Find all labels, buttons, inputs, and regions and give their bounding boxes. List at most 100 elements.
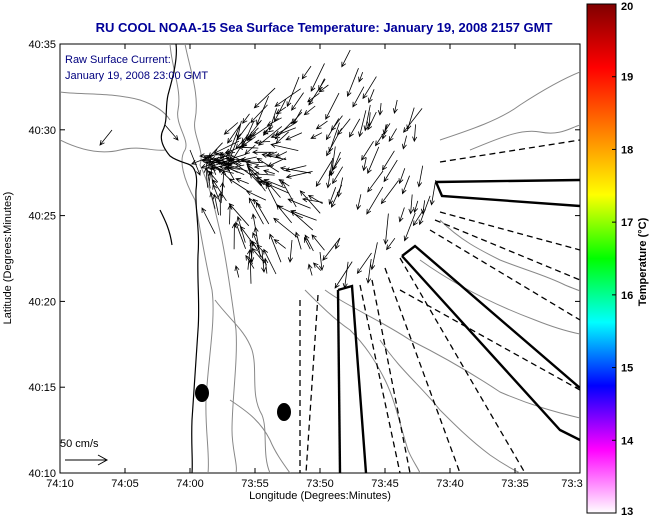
current-vector <box>330 115 343 132</box>
current-vector <box>231 222 237 250</box>
current-vector <box>266 117 282 126</box>
plot-area <box>59 43 581 474</box>
x-tick-label: 73:45 <box>371 478 399 490</box>
current-vector <box>256 95 269 126</box>
colorbar-tick-label: 20 <box>621 1 633 13</box>
x-tick-label: 73:40 <box>436 478 464 490</box>
shoreline <box>159 209 173 246</box>
current-vector <box>334 261 353 289</box>
current-vector <box>358 71 364 83</box>
beam-line <box>401 255 580 442</box>
current-vector <box>223 122 239 135</box>
current-vector <box>366 186 384 215</box>
current-vector <box>213 140 240 154</box>
current-vector <box>383 213 389 245</box>
current-vector <box>245 160 258 166</box>
current-vector <box>322 238 341 261</box>
beam-line <box>336 289 342 473</box>
current-vector <box>377 103 383 116</box>
current-vector <box>246 125 269 141</box>
current-vector <box>356 194 362 211</box>
current-vector <box>307 195 323 205</box>
current-vector <box>403 108 423 133</box>
current-vector <box>334 237 341 250</box>
current-vector <box>287 198 311 209</box>
current-vector <box>287 239 293 263</box>
current-vector <box>251 149 274 155</box>
current-vector <box>349 118 361 138</box>
beam-line <box>435 178 580 184</box>
beam-line <box>337 284 368 473</box>
current-vector <box>358 110 367 138</box>
current-vector <box>413 200 419 214</box>
current-vector <box>311 234 325 251</box>
y-tick-label: 40:20 <box>28 296 56 308</box>
current-vector <box>299 190 321 214</box>
beam-line <box>371 279 411 473</box>
current-vector <box>246 165 266 184</box>
current-vector <box>209 191 216 209</box>
contour-line <box>60 91 171 121</box>
current-vector <box>228 178 249 192</box>
current-vector <box>366 112 372 127</box>
beam-line <box>399 289 580 391</box>
current-vector <box>318 84 329 93</box>
current-vector <box>273 217 299 239</box>
contour-line <box>439 219 580 292</box>
current-vector <box>265 152 280 158</box>
current-vector <box>304 234 314 252</box>
y-tick-label: 40:10 <box>28 468 56 480</box>
beam-line <box>401 244 580 389</box>
current-vector <box>401 175 410 195</box>
current-vector <box>270 142 299 151</box>
current-vector <box>253 87 276 109</box>
current-vector <box>220 155 235 180</box>
beam-line <box>439 139 580 163</box>
map-title: RU COOL NOAA-15 Sea Surface Temperature:… <box>96 20 553 35</box>
current-vector <box>212 193 219 216</box>
mooring-marker <box>277 403 291 421</box>
current-vector <box>363 104 371 132</box>
current-vector <box>263 178 286 189</box>
current-vector <box>310 132 323 139</box>
x-axis-ticks: 74:10 74:05 74:00 73:55 73:50 73:45 73:40 73:35… <box>46 44 583 490</box>
current-vector <box>263 169 275 175</box>
y-tick-label: 40:35 <box>28 39 56 51</box>
colorbar-tick-label: 15 <box>621 363 633 375</box>
colorbar-label: Temperature (°C) <box>637 217 649 306</box>
current-vector <box>366 258 372 284</box>
current-vector <box>236 215 246 243</box>
current-vector <box>286 76 300 108</box>
current-vector <box>217 192 223 216</box>
current-vector <box>255 177 269 185</box>
bathymetry-contours <box>60 44 580 473</box>
current-vector <box>325 92 340 120</box>
scale-arrow <box>65 454 109 466</box>
current-vector <box>318 251 325 271</box>
current-vector <box>251 240 267 266</box>
current-vector <box>392 99 398 115</box>
current-vector <box>234 265 240 278</box>
colorbar-tick-label: 16 <box>621 290 633 302</box>
current-vector <box>263 248 277 275</box>
current-vector <box>200 157 229 169</box>
current-vector <box>248 197 264 225</box>
current-vector <box>249 239 255 263</box>
current-vector <box>315 160 333 187</box>
x-tick-label: 74:05 <box>111 478 139 490</box>
y-tick-label: 40:30 <box>28 125 56 137</box>
current-vector <box>278 179 290 187</box>
current-vector <box>207 154 213 184</box>
current-vector <box>301 65 312 80</box>
x-tick-label: 74:10 <box>46 478 74 490</box>
current-vector <box>367 89 375 104</box>
current-vector <box>383 159 398 183</box>
contour-line <box>214 299 271 473</box>
current-vector <box>285 132 303 141</box>
beam-line <box>429 229 580 321</box>
annotation-line-2: January 19, 2008 23:00 GMT <box>65 70 208 82</box>
x-tick-label: 73:35 <box>501 478 529 490</box>
contour-line <box>229 399 291 473</box>
current-vector <box>337 118 351 136</box>
current-vector <box>412 124 418 143</box>
